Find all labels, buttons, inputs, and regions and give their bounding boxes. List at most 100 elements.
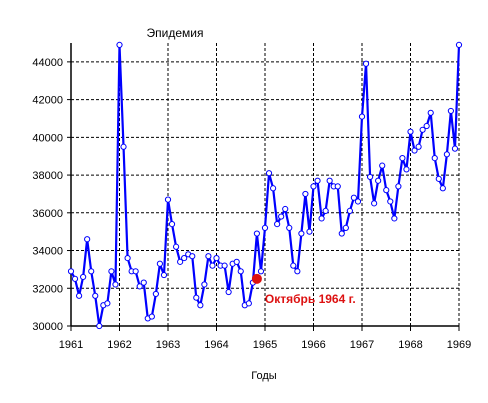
data-point-78 [383,187,390,194]
y-tick-label-1: 32000 [32,283,63,295]
x-tick-label-8: 1969 [447,339,471,351]
data-point-54 [286,224,293,231]
data-point-35 [209,262,216,269]
data-point-49 [265,170,273,177]
data-point-96 [455,41,463,48]
data-point-18 [140,279,147,286]
data-point-41 [233,258,240,265]
data-point-93 [443,151,450,158]
series-epidemic [67,41,463,330]
data-point-64 [326,177,333,184]
x-tick-label-3: 1964 [204,339,228,351]
data-point-66 [334,183,341,190]
data-point-14 [124,254,131,262]
tick-labels: 30000 32000 34000 36000 38000 40000 42000 44000… [32,57,471,351]
data-point-90 [431,154,438,162]
data-point-63 [322,207,329,215]
highlight-point [251,273,262,284]
data-point-53 [282,205,289,213]
data-point-50 [270,185,277,192]
x-tick-label-0: 1961 [59,339,83,351]
x-tick-label-5: 1966 [301,339,325,351]
data-point-36 [213,254,220,262]
data-point-87 [419,126,426,133]
data-point-12 [116,41,123,48]
x-tick-label-1: 1962 [107,339,131,351]
highlight-group: Октябрь 1964 г. [251,273,356,306]
data-point-44 [245,300,252,307]
data-point-86 [415,143,422,150]
y-tick-label-6: 42000 [32,95,63,107]
data-point-20 [148,313,155,320]
data-point-68 [342,224,349,231]
data-point-3 [80,273,87,281]
data-point-38 [221,262,228,269]
data-point-31 [193,294,200,301]
y-tick-label-7: 44000 [32,57,63,69]
data-point-30 [189,253,196,260]
data-point-77 [379,162,386,169]
data-point-47 [257,268,265,275]
data-point-70 [350,194,357,201]
data-point-26 [173,243,180,250]
data-point-34 [205,253,212,260]
data-point-23 [160,271,168,279]
data-point-57 [298,230,305,237]
data-point-32 [197,302,204,309]
data-point-85 [411,147,418,154]
data-point-17 [136,283,143,290]
data-point-46 [253,230,260,237]
data-point-52 [278,213,285,220]
data-point-89 [427,109,434,116]
data-point-91 [435,175,442,182]
data-point-55 [290,262,297,269]
data-point-7 [96,322,103,330]
y-tick-label-5: 40000 [32,132,63,144]
data-point-73 [362,60,370,67]
y-tick-label-3: 36000 [32,208,63,220]
data-point-4 [84,236,91,243]
data-point-22 [156,260,163,267]
data-point-81 [395,183,402,190]
data-point-27 [177,258,184,265]
chart-title: Эпидемия [147,26,204,40]
data-point-88 [423,122,430,130]
data-point-51 [274,221,281,228]
data-point-1 [71,275,79,282]
data-point-79 [387,198,394,205]
data-point-76 [375,177,382,184]
data-point-13 [120,143,127,150]
data-point-21 [152,290,159,298]
data-point-2 [76,292,83,299]
x-axis-title: Годы [251,370,277,382]
data-point-83 [403,166,410,173]
data-point-67 [338,230,345,237]
data-point-72 [358,113,366,120]
data-point-58 [302,190,309,198]
data-point-9 [104,300,111,307]
data-point-92 [439,185,446,192]
data-point-0 [67,268,75,275]
data-point-71 [354,198,362,205]
x-tick-label-2: 1963 [156,339,180,351]
data-point-75 [371,200,378,207]
data-point-84 [407,128,414,135]
data-point-16 [132,268,139,275]
data-point-74 [367,173,374,181]
y-tick-label-2: 34000 [32,246,63,258]
data-point-11 [112,281,119,288]
data-point-42 [237,268,244,275]
x-tick-label-4: 1965 [253,339,277,351]
data-point-48 [261,224,269,231]
x-tick-label-6: 1967 [350,339,374,351]
data-point-5 [88,268,95,275]
data-point-28 [181,254,188,262]
data-point-61 [314,177,321,184]
data-point-59 [306,228,313,235]
data-point-95 [451,145,459,152]
axes [67,43,460,331]
data-point-33 [201,281,208,288]
x-tick-label-7: 1968 [398,339,422,351]
